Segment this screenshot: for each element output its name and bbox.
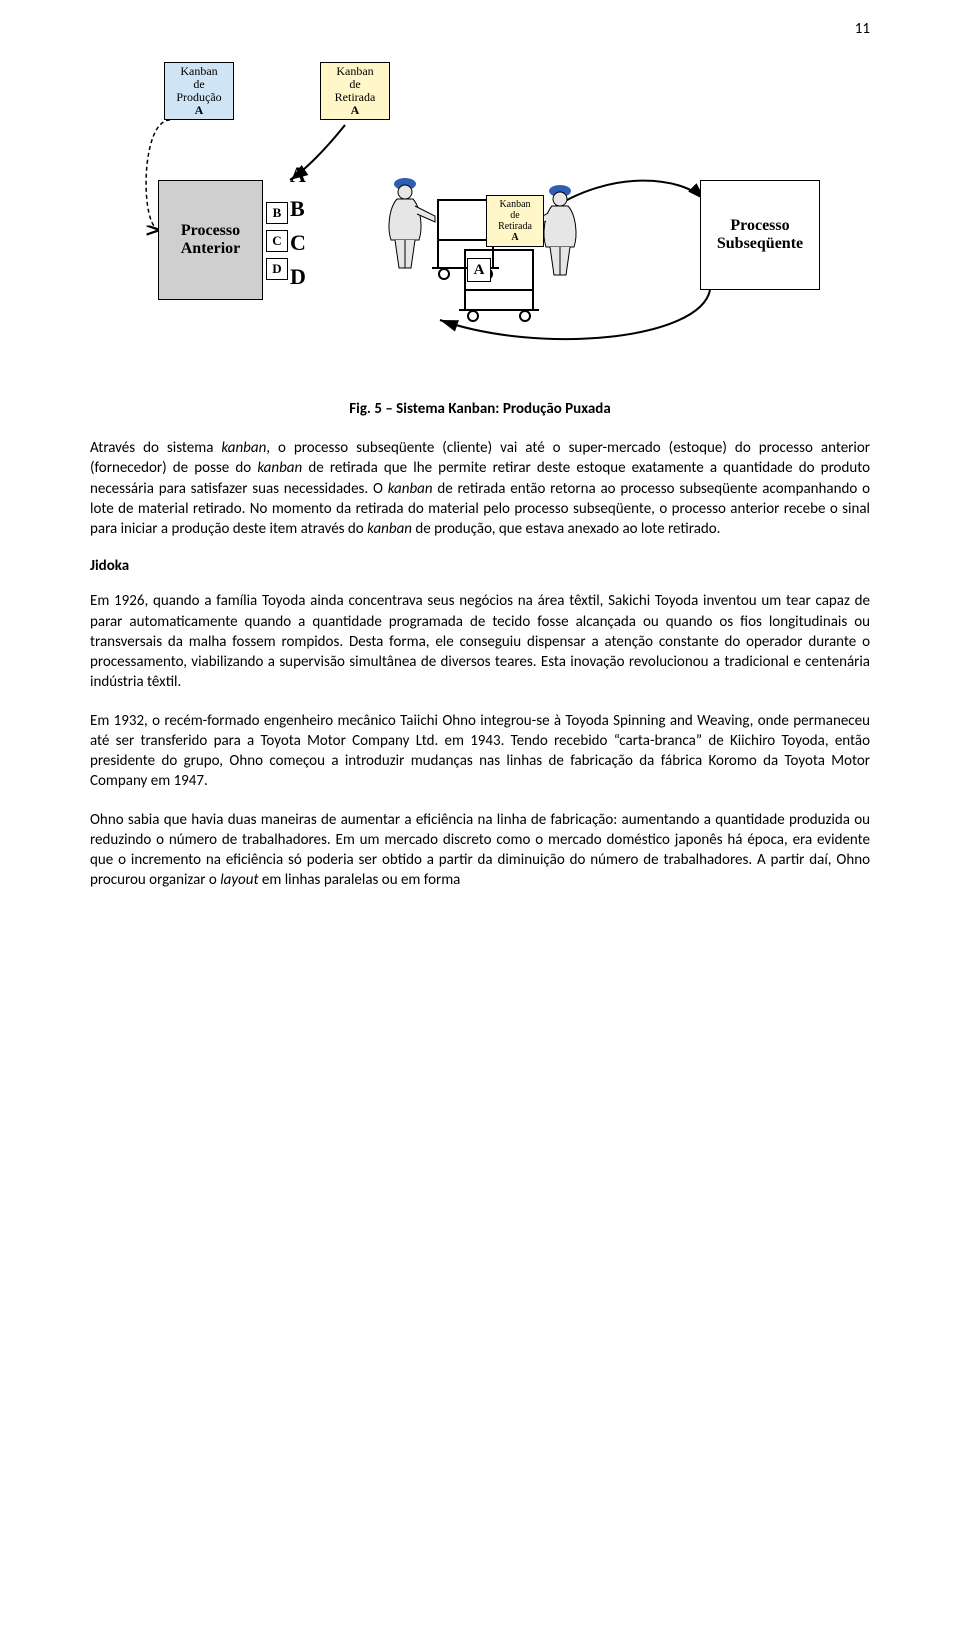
p4-t1: Ohno sabia que havia duas maneiras de au… [90, 811, 870, 890]
kanban-retirada-center-box: Kanban de Retirada A [486, 195, 544, 247]
big-letter-c: C [290, 230, 306, 256]
p1-i1: kanban [221, 439, 266, 457]
processo-anterior-l1: Processo [181, 222, 240, 240]
paragraph-3: Em 1932, o recém-formado engenheiro mecâ… [90, 711, 870, 792]
back-letter-c: C [266, 230, 288, 252]
kanban-retirada-center-l3: Retirada [498, 221, 532, 232]
kanban-retirada-top-l1: Kanban [336, 65, 373, 78]
p4-t2: em linhas paralelas ou em forma [259, 871, 461, 889]
p1-i2: kanban [257, 459, 302, 477]
processo-anterior-box: Processo Anterior [158, 180, 263, 300]
kanban-producao-l4: A [195, 104, 204, 117]
kanban-retirada-center-l4: A [511, 232, 518, 243]
paragraph-2: Em 1926, quando a família Toyoda ainda c… [90, 591, 870, 692]
kanban-producao-l1: Kanban [180, 65, 217, 78]
kanban-retirada-top-l4: A [351, 104, 360, 117]
kanban-retirada-center-l2: de [510, 210, 519, 221]
processo-anterior-l2: Anterior [181, 240, 241, 258]
cart-letter-a: A [467, 258, 491, 282]
page-number: 11 [855, 20, 870, 38]
p1-t5: de produção, que estava anexado ao lote … [412, 520, 720, 538]
back-letter-b: B [266, 202, 288, 224]
big-letter-b: B [290, 196, 305, 222]
figure-caption: Fig. 5 – Sistema Kanban: Produção Puxada [90, 400, 870, 418]
paragraph-4: Ohno sabia que havia duas maneiras de au… [90, 810, 870, 891]
p4-i1: layout [220, 871, 258, 889]
processo-subsequente-box: Processo Subseqüente [700, 180, 820, 290]
kanban-diagram: Kanban de Produção A Kanban de Retirada … [140, 50, 820, 360]
kanban-producao-box: Kanban de Produção A [164, 62, 234, 120]
back-letter-d: D [266, 258, 288, 280]
processo-subsequente-l2: Subseqüente [717, 235, 803, 253]
processo-subsequente-l1: Processo [730, 217, 789, 235]
section-title-jidoka: Jidoka [90, 557, 870, 575]
p1-i4: kanban [367, 520, 412, 538]
p1-t1: Através do sistema [90, 439, 221, 457]
p1-i3: kanban [388, 480, 433, 498]
paragraph-1: Através do sistema kanban, o processo su… [90, 438, 870, 539]
kanban-retirada-top-box: Kanban de Retirada A [320, 62, 390, 120]
big-letter-a: A [290, 162, 306, 188]
kanban-retirada-center-l1: Kanban [499, 199, 530, 210]
big-letter-d: D [290, 264, 306, 290]
